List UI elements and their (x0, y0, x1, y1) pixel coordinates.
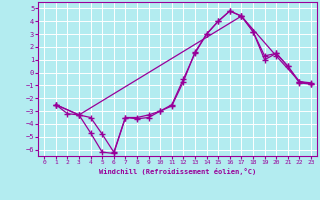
X-axis label: Windchill (Refroidissement éolien,°C): Windchill (Refroidissement éolien,°C) (99, 168, 256, 175)
